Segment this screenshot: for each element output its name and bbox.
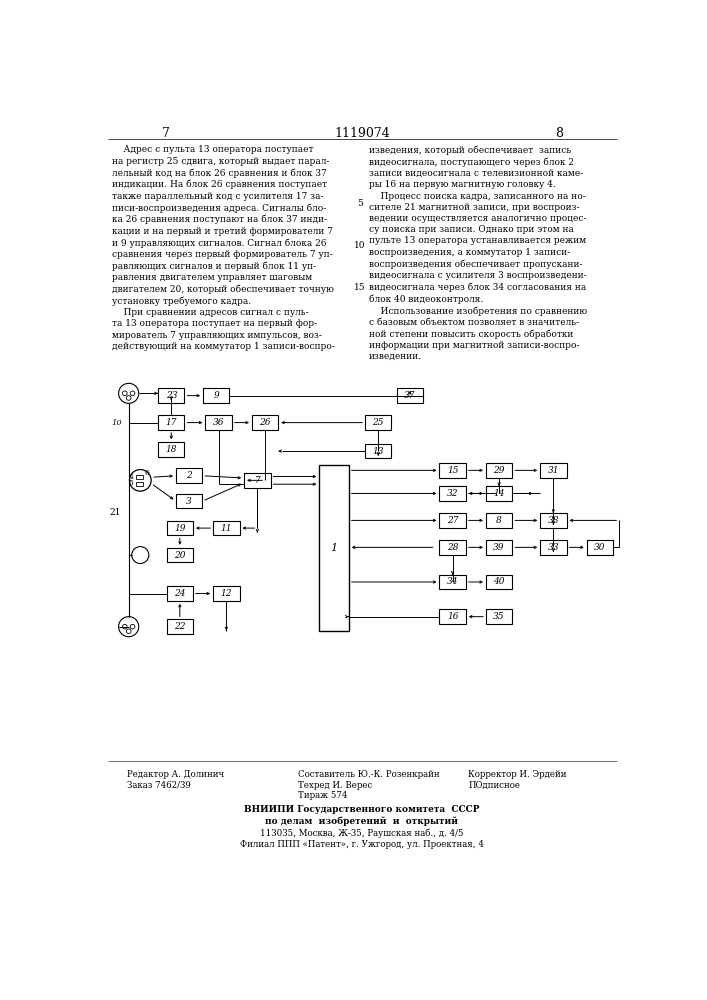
Text: 3: 3 xyxy=(186,497,192,506)
Text: 6: 6 xyxy=(144,469,149,477)
Bar xyxy=(540,540,566,555)
Text: 13: 13 xyxy=(373,447,384,456)
Text: Корректор И. Эрдейи: Корректор И. Эрдейи xyxy=(468,770,566,779)
Text: 17: 17 xyxy=(165,418,177,427)
Bar xyxy=(486,609,513,624)
Text: 38: 38 xyxy=(548,516,559,525)
Text: 2: 2 xyxy=(186,471,192,480)
Text: ВНИИПИ Государственного комитета  СССР: ВНИИПИ Государственного комитета СССР xyxy=(244,805,480,814)
Bar xyxy=(540,513,566,528)
Bar xyxy=(365,415,392,430)
Bar xyxy=(206,415,232,430)
Bar xyxy=(440,463,466,478)
Bar xyxy=(167,586,193,601)
Text: 21: 21 xyxy=(110,508,121,517)
Bar xyxy=(158,442,185,457)
Bar xyxy=(244,473,271,488)
Text: 23: 23 xyxy=(165,391,177,400)
Bar xyxy=(158,388,185,403)
Text: 27: 27 xyxy=(447,516,458,525)
Text: Адрес с пульта 13 оператора поступает
на регистр 25 сдвига, который выдает парал: Адрес с пульта 13 оператора поступает на… xyxy=(112,145,334,351)
Bar xyxy=(167,521,193,535)
Text: 1119074: 1119074 xyxy=(334,127,390,140)
Text: 9: 9 xyxy=(214,391,219,400)
Bar xyxy=(440,513,466,528)
Bar xyxy=(486,463,513,478)
Text: 11: 11 xyxy=(221,524,232,533)
Text: 26: 26 xyxy=(259,418,271,427)
Text: 4: 4 xyxy=(129,473,134,481)
Bar xyxy=(486,575,513,589)
Text: Редактор А. Долинич: Редактор А. Долинич xyxy=(127,770,224,779)
Bar xyxy=(365,444,392,458)
Text: 30: 30 xyxy=(594,543,606,552)
Bar xyxy=(540,463,566,478)
Bar xyxy=(213,586,240,601)
Text: 37: 37 xyxy=(404,391,416,400)
Bar xyxy=(252,415,279,430)
Text: 33: 33 xyxy=(548,543,559,552)
Text: 8: 8 xyxy=(556,127,563,140)
Text: 22: 22 xyxy=(174,622,185,631)
Bar xyxy=(397,388,423,403)
Text: 12: 12 xyxy=(221,589,232,598)
Text: 36: 36 xyxy=(213,418,224,427)
Text: 1: 1 xyxy=(330,543,338,553)
Text: Заказ 7462/39: Заказ 7462/39 xyxy=(127,781,191,790)
Text: 5: 5 xyxy=(357,199,363,208)
Text: 25: 25 xyxy=(373,418,384,427)
Text: Тираж 574: Тираж 574 xyxy=(298,791,347,800)
Bar xyxy=(136,475,144,479)
Bar xyxy=(176,494,202,508)
Text: 8: 8 xyxy=(496,516,502,525)
Text: 16: 16 xyxy=(447,612,458,621)
Text: ПОдписное: ПОдписное xyxy=(468,781,520,790)
Text: 29: 29 xyxy=(493,466,505,475)
Text: 7: 7 xyxy=(255,476,260,485)
Text: 15: 15 xyxy=(447,466,458,475)
Bar xyxy=(486,540,513,555)
Text: 113035, Москва, Ж-35, Раушская наб., д. 4/5: 113035, Москва, Ж-35, Раушская наб., д. … xyxy=(260,828,464,838)
Bar xyxy=(158,415,185,430)
Bar xyxy=(203,388,230,403)
Text: 20: 20 xyxy=(174,551,185,560)
Text: 35: 35 xyxy=(493,612,505,621)
Text: 32: 32 xyxy=(447,489,458,498)
Bar xyxy=(486,486,513,501)
Bar xyxy=(167,619,193,634)
Bar xyxy=(167,548,193,562)
Text: Филиал ППП «Патент», г. Ужгород, ул. Проектная, 4: Филиал ППП «Патент», г. Ужгород, ул. Про… xyxy=(240,840,484,849)
Bar xyxy=(213,521,240,535)
Text: по делам  изобретений  и  открытий: по делам изобретений и открытий xyxy=(265,817,458,826)
Text: 28: 28 xyxy=(447,543,458,552)
Text: 31: 31 xyxy=(548,466,559,475)
Bar xyxy=(320,465,349,631)
Bar xyxy=(587,540,613,555)
Text: 39: 39 xyxy=(493,543,505,552)
Text: 15: 15 xyxy=(354,283,366,292)
Bar xyxy=(136,482,144,486)
Text: Составитель Ю.-К. Розенкрайн: Составитель Ю.-К. Розенкрайн xyxy=(298,770,439,779)
Bar xyxy=(486,513,513,528)
Text: 18: 18 xyxy=(165,445,177,454)
Text: изведения, который обеспечивает  запись
видеосигнала, поступающего через блок 2
: изведения, который обеспечивает запись в… xyxy=(369,145,587,361)
Text: Техред И. Верес: Техред И. Верес xyxy=(298,781,372,790)
Text: 10: 10 xyxy=(112,419,122,427)
Text: 24: 24 xyxy=(174,589,185,598)
Bar xyxy=(176,468,202,483)
Text: 7: 7 xyxy=(162,127,170,140)
Bar xyxy=(440,609,466,624)
Text: 34: 34 xyxy=(447,578,458,586)
Text: 40: 40 xyxy=(493,578,505,586)
Bar xyxy=(440,486,466,501)
Bar xyxy=(440,575,466,589)
Text: 5: 5 xyxy=(129,479,134,487)
Text: 10: 10 xyxy=(354,241,366,250)
Text: 19: 19 xyxy=(174,524,185,533)
Bar xyxy=(440,540,466,555)
Text: 14: 14 xyxy=(493,489,505,498)
